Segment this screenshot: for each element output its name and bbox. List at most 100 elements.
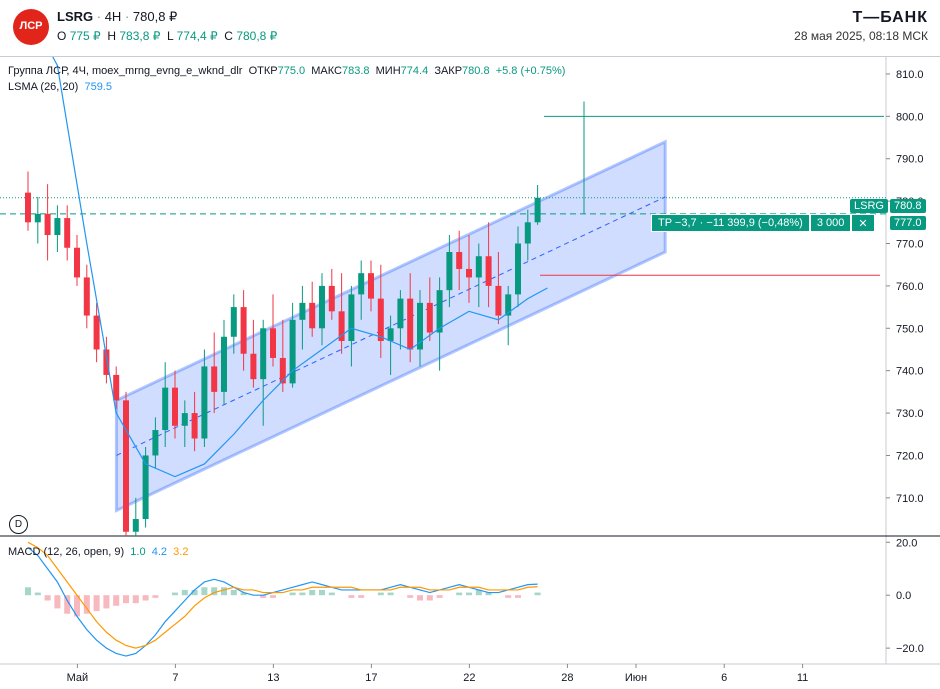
price-tick-label: 790.0: [896, 154, 924, 166]
macd-label: MACD (12, 26, open, 9): [8, 546, 125, 558]
candle-body: [319, 285, 325, 329]
candle-body: [466, 268, 472, 278]
macd-hist-bar: [358, 595, 365, 598]
candle-body: [25, 192, 31, 223]
candle-body: [505, 294, 512, 316]
price-tag-symbol: LSRG: [850, 199, 888, 213]
macd-legend[interactable]: MACD (12, 26, open, 9) 1.0 4.2 3.2: [8, 546, 188, 558]
lsma-legend[interactable]: LSMA (26, 20) 759.5: [8, 81, 112, 93]
legend-high: 783.8: [341, 65, 370, 77]
macd-hist-bar: [270, 595, 276, 598]
time-tick-label: Май: [67, 672, 89, 684]
candle-body: [426, 302, 433, 333]
tp-order-line[interactable]: TP −3,7 · −11 399,9 (−0,48%) 3 000 ✕: [651, 214, 875, 232]
price-tick-label: 720.0: [896, 450, 924, 462]
chart-frame: [0, 56, 940, 689]
d-button[interactable]: D: [9, 515, 28, 534]
macd-hist-bar: [25, 587, 31, 596]
candle-body: [348, 294, 355, 342]
price-tick-label: 810.0: [896, 69, 924, 81]
macd-hist-bar: [319, 589, 325, 596]
candle-body: [211, 366, 218, 392]
candle-body: [338, 311, 345, 342]
company-logo: ЛСР: [13, 9, 49, 45]
candle-body: [515, 243, 521, 295]
brand-logo: Т—БАНК: [852, 9, 928, 26]
macd-hist-bar: [221, 587, 227, 596]
time-tick-label: 22: [463, 672, 475, 684]
price-tick-label: 710.0: [896, 493, 924, 505]
price-tick-label: 800.0: [896, 111, 924, 123]
time-tick-label: 13: [267, 672, 279, 684]
legend-low: 774.4: [400, 65, 429, 77]
candle-body: [230, 307, 237, 337]
candle-body: [289, 319, 296, 384]
tp-quantity[interactable]: 3 000: [809, 214, 852, 232]
candle-body: [309, 302, 316, 329]
macd-signal-value: 3.2: [173, 546, 189, 558]
macd-hist-bar: [485, 592, 492, 596]
low-value: 774,4 ₽: [176, 29, 218, 43]
time-tick-label: 7: [172, 672, 178, 684]
macd-hist-bar: [417, 595, 423, 601]
price-tick-label: 770.0: [896, 239, 924, 251]
macd-hist-value: 1.0: [130, 546, 146, 558]
close-key: C: [224, 29, 233, 43]
open-value: 775 ₽: [69, 29, 101, 43]
price-tick-label: 740.0: [896, 366, 924, 378]
candle-body: [475, 256, 482, 278]
interval[interactable]: 4H: [104, 9, 122, 24]
macd-hist-bar: [191, 589, 198, 596]
candle-body: [103, 349, 110, 375]
macd-hist-bar: [142, 595, 149, 601]
candle-body: [83, 277, 90, 316]
legend-open-key: ОТКР: [248, 65, 278, 77]
macd-hist-bar: [515, 595, 521, 598]
price-tick-label: 750.0: [896, 323, 924, 335]
macd-hist-bar: [456, 592, 463, 596]
logo-text: ЛСР: [19, 20, 43, 32]
macd-hist-bar: [113, 595, 120, 606]
candle-body: [44, 213, 51, 236]
close-value: 780,8 ₽: [236, 29, 278, 43]
macd-hist-bar: [387, 592, 394, 596]
legend-open: 775.0: [277, 65, 306, 77]
candle-body: [397, 298, 404, 329]
macd-hist-bar: [44, 595, 51, 601]
time-tick-label: 17: [365, 672, 377, 684]
high-key: H: [107, 29, 117, 43]
candle-body: [162, 387, 169, 431]
macd-line-value: 4.2: [151, 546, 168, 558]
macd-hist-bar: [132, 595, 139, 604]
price-tick-label: 760.0: [896, 281, 924, 293]
candle-body: [377, 298, 384, 342]
main-pane: [0, 57, 886, 536]
macd-hist-bar: [230, 589, 237, 596]
candle-body: [270, 328, 276, 358]
high-value: 783,8 ₽: [119, 29, 161, 43]
candle-body: [201, 366, 208, 439]
macd-hist-bar: [103, 595, 110, 609]
macd-hist-bar: [211, 587, 218, 596]
time-tick-label: Июн: [625, 672, 647, 684]
symbol[interactable]: LSRG: [57, 9, 94, 24]
symbol-line: LSRG · 4H · 780,8 ₽: [57, 9, 178, 24]
macd-hist-bar: [74, 595, 80, 617]
candle-body: [485, 256, 492, 286]
macd-hist-bar: [123, 595, 129, 604]
macd-hist-bar: [54, 595, 61, 609]
macd-hist-bar: [475, 589, 482, 596]
tp-text[interactable]: TP −3,7 · −11 399,9 (−0,48%): [651, 214, 810, 232]
tp-close-icon[interactable]: ✕: [851, 214, 875, 232]
macd-hist-bar: [466, 592, 472, 596]
candle-body: [368, 273, 374, 299]
time-tick-label: 6: [721, 672, 727, 684]
candle-body: [524, 222, 531, 244]
candle-body: [250, 353, 257, 380]
candle-body: [407, 298, 414, 350]
tp-axis-value: 777.0: [890, 216, 926, 230]
macd-hist-bar: [93, 595, 100, 612]
candle-body: [172, 387, 178, 426]
candle-body: [34, 213, 41, 223]
